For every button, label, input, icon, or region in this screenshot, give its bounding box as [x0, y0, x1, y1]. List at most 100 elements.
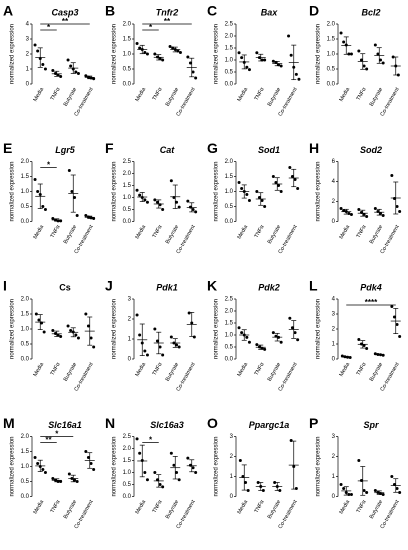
panel-title: Pdk4 — [360, 282, 382, 292]
x-tick-label: Butyrate — [63, 224, 78, 245]
y-tick-label: 2.0 — [225, 309, 234, 315]
panel-letter: F — [105, 140, 114, 156]
data-point — [86, 324, 90, 328]
data-point — [84, 450, 88, 453]
panel-title: Lgr5 — [55, 145, 75, 155]
x-tick-label: Butyrate — [369, 499, 384, 520]
data-point — [177, 478, 181, 482]
data-point — [362, 489, 366, 492]
panel-title: Cat — [160, 145, 176, 155]
data-point — [263, 58, 267, 62]
y-tick-label: 3 — [332, 434, 336, 440]
significance-label: **** — [365, 298, 378, 307]
panel-letter: L — [309, 278, 318, 294]
data-point — [278, 489, 282, 492]
y-tick-label: 2.0 — [225, 159, 234, 165]
y-tick-label: 1.0 — [123, 195, 132, 201]
y-tick-label: 3 — [128, 297, 132, 303]
x-tick-label: TNFα — [50, 224, 63, 240]
data-point — [186, 456, 190, 460]
panel-letter: K — [207, 278, 217, 294]
data-point — [240, 331, 244, 335]
data-point — [191, 466, 195, 470]
y-tick-label: 0.0 — [123, 219, 132, 225]
y-tick-label: 1.5 — [327, 37, 336, 43]
data-point — [342, 40, 346, 44]
data-point — [376, 52, 380, 56]
data-point — [143, 198, 147, 202]
data-point — [155, 478, 159, 482]
panel-letter: P — [309, 415, 318, 431]
y-tick-label: 0.0 — [21, 219, 30, 225]
panel: G Sod1 normalized expression 0.0 0.5 1.0 1.5 2.… — [207, 140, 300, 255]
data-point — [194, 76, 198, 80]
panel-letter: H — [309, 140, 319, 156]
data-point — [245, 65, 249, 69]
panel-title: Cs — [59, 282, 71, 292]
panel-letter: I — [3, 278, 7, 294]
x-tick-label: TNFα — [50, 86, 63, 102]
data-point — [192, 335, 196, 339]
y-tick-label: 3 — [26, 37, 30, 43]
data-point — [261, 489, 265, 492]
panel: H Sod2 normalized expression 0 2 4 6 Media TNFα B… — [309, 140, 402, 255]
data-point — [365, 491, 369, 494]
data-point — [339, 483, 343, 486]
data-point — [158, 57, 162, 60]
data-point — [349, 213, 353, 216]
data-point — [135, 42, 139, 45]
data-point — [256, 481, 260, 484]
data-point — [373, 489, 377, 492]
data-point — [263, 347, 267, 351]
y-tick-label: 0.5 — [123, 482, 132, 488]
data-point — [161, 485, 165, 489]
data-point — [161, 353, 165, 357]
x-tick-label: Media — [339, 361, 352, 378]
y-tick-label: 1.0 — [123, 470, 132, 476]
y-tick-label: 0 — [230, 494, 234, 500]
data-point — [92, 77, 96, 81]
data-point — [138, 46, 142, 50]
data-point — [237, 326, 241, 330]
y-tick-label: 0 — [26, 82, 30, 88]
data-point — [169, 179, 173, 183]
x-tick-label: TNFα — [356, 499, 369, 515]
data-point — [41, 63, 45, 66]
data-point — [379, 212, 383, 215]
y-tick-label: 2.0 — [21, 297, 30, 303]
significance-label: * — [47, 23, 51, 32]
x-tick-label: Media — [135, 498, 148, 515]
data-point — [36, 462, 40, 465]
data-point — [168, 45, 172, 48]
y-tick-label: 1.0 — [123, 52, 132, 58]
y-tick-label: 0.5 — [21, 204, 30, 210]
y-axis-label: normalized expression — [214, 436, 220, 496]
x-tick-label: Media — [339, 223, 352, 240]
y-axis-label: normalized expression — [316, 161, 322, 221]
y-tick-label: 1 — [26, 67, 30, 73]
x-tick-label: Media — [237, 223, 250, 240]
significance-label: ** — [164, 17, 171, 26]
y-tick-label: 0.5 — [123, 67, 132, 73]
data-point — [247, 199, 251, 202]
y-tick-label: 3 — [332, 312, 336, 318]
data-point — [155, 200, 159, 204]
data-point — [357, 208, 361, 211]
data-point — [271, 59, 275, 63]
panel: O Ppargc1a normalized expression 0 1 2 3 Media T… — [207, 415, 299, 530]
data-point — [169, 451, 173, 455]
y-axis-label: normalized expression — [10, 299, 16, 359]
x-tick-label: TNFα — [356, 86, 369, 102]
data-point — [294, 72, 298, 76]
data-point — [42, 330, 46, 334]
x-tick-label: Media — [339, 498, 352, 515]
y-tick-label: 2.5 — [123, 434, 132, 440]
x-tick-label: TNFα — [50, 499, 63, 515]
data-point — [247, 340, 251, 344]
data-point — [177, 345, 181, 349]
y-tick-label: 0.5 — [225, 345, 234, 351]
data-point — [145, 52, 149, 56]
data-point — [51, 477, 55, 480]
data-point — [277, 184, 281, 187]
